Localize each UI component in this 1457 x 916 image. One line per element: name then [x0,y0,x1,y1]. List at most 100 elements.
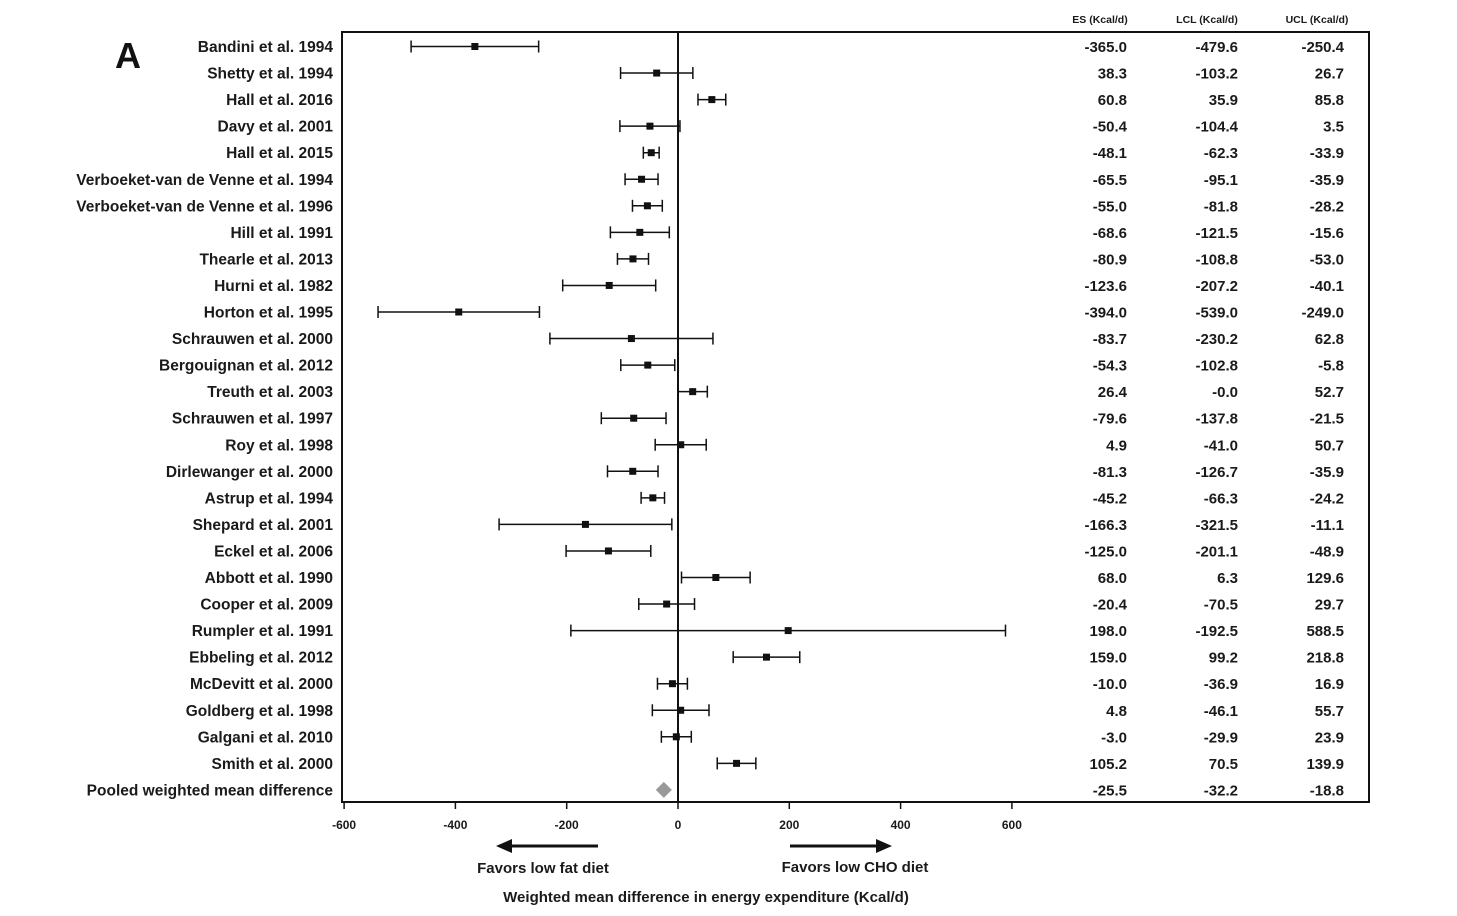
es-value: -166.3 [1084,517,1127,534]
x-axis: -600 -400 -200 0 200 400 600 [332,802,1022,832]
lcl-value: -230.2 [1195,331,1238,348]
lcl-value: -62.3 [1204,145,1238,162]
study-label: Eckel et al. 2006 [214,543,333,560]
study-label: Roy et al. 1998 [225,437,333,454]
study-label: Hall et al. 2015 [226,145,333,162]
study-row: Hall et al. 2016 60.8 35.9 85.8 [226,92,1344,109]
es-value: -45.2 [1093,490,1127,507]
ucl-value: 129.6 [1306,570,1344,587]
favors-right-annotation: Favors low CHO diet [782,839,928,876]
study-row: Dirlewanger et al. 2000 -81.3 -126.7 -35.9 [166,464,1344,481]
x-axis-title: Weighted mean difference in energy expen… [503,889,909,906]
study-row: Shepard et al. 2001 -166.3 -321.5 -11.1 [193,517,1344,534]
effect-marker [581,520,589,528]
ucl-value: 3.5 [1323,119,1344,136]
study-label: Bandini et al. 1994 [198,39,334,56]
effect-marker [668,680,676,688]
study-row: Thearle et al. 2013 -80.9 -108.8 -53.0 [199,251,1344,268]
study-row: Treuth et al. 2003 26.4 -0.0 52.7 [207,384,1344,401]
ucl-value: 85.8 [1315,92,1344,109]
lcl-value: -201.1 [1195,543,1238,560]
study-row: Schrauwen et al. 2000 -83.7 -230.2 62.8 [172,331,1344,348]
ucl-value: -48.9 [1310,543,1344,560]
ucl-value: -35.9 [1310,172,1344,189]
es-value: -81.3 [1093,464,1127,481]
ucl-value: -18.8 [1310,782,1344,799]
ucl-value: 26.7 [1315,66,1344,83]
study-row: Schrauwen et al. 1997 -79.6 -137.8 -21.5 [172,411,1344,428]
x-tick-label: -600 [332,818,356,832]
effect-marker [672,733,680,741]
study-label: Hall et al. 2016 [226,92,333,109]
effect-marker [638,175,646,183]
study-label: Pooled weighted mean difference [87,782,334,799]
x-tick-label: -200 [555,818,579,832]
effect-marker [629,467,637,475]
lcl-value: -32.2 [1204,782,1238,799]
es-value: 198.0 [1089,623,1127,640]
es-value: -25.5 [1093,782,1127,799]
study-row: Davy et al. 2001 -50.4 -104.4 3.5 [218,119,1344,136]
lcl-value: -192.5 [1195,623,1238,640]
study-label: Davy et al. 2001 [218,119,334,136]
effect-marker [455,308,463,316]
study-label: Thearle et al. 2013 [199,251,333,268]
lcl-value: 99.2 [1209,650,1238,667]
x-tick-label: 400 [891,818,911,832]
study-row: Abbott et al. 1990 68.0 6.3 129.6 [205,570,1344,587]
lcl-value: -46.1 [1204,703,1238,720]
study-label: Treuth et al. 2003 [207,384,333,401]
ucl-value: 23.9 [1315,729,1344,746]
study-label: Cooper et al. 2009 [200,597,333,614]
study-row: Rumpler et al. 1991 198.0 -192.5 588.5 [192,623,1344,640]
effect-marker [605,281,613,289]
x-tick-label: 0 [675,818,682,832]
study-label: Shepard et al. 2001 [193,517,334,534]
study-row: Roy et al. 1998 4.9 -41.0 50.7 [225,437,1344,454]
es-value: -365.0 [1084,39,1127,56]
es-value: 68.0 [1098,570,1127,587]
effect-marker [636,228,644,236]
x-tick-label: 600 [1002,818,1022,832]
lcl-value: 35.9 [1209,92,1238,109]
es-value: -68.6 [1093,225,1127,242]
ucl-value: -40.1 [1310,278,1344,295]
effect-marker [647,149,655,157]
study-label: Galgani et al. 2010 [198,729,333,746]
es-value: 4.8 [1106,703,1127,720]
study-row: Verboeket-van de Venne et al. 1996 -55.0 -… [76,198,1344,215]
study-row: Goldberg et al. 1998 4.8 -46.1 55.7 [186,703,1344,720]
study-row: Verboeket-van de Venne et al. 1994 -65.5 -… [76,172,1344,189]
ucl-value: 29.7 [1315,597,1344,614]
es-value: 4.9 [1106,437,1127,454]
es-value: -3.0 [1101,729,1127,746]
column-header-ucl: UCL (Kcal/d) [1286,14,1349,26]
es-value: -80.9 [1093,251,1127,268]
ucl-value: 139.9 [1306,756,1344,773]
es-value: -48.1 [1093,145,1127,162]
es-value: -10.0 [1093,676,1127,693]
study-row: Bergouignan et al. 2012 -54.3 -102.8 -5.8 [159,358,1344,375]
es-value: -125.0 [1084,543,1127,560]
favors-right-arrow-head [876,839,892,853]
es-value: -79.6 [1093,411,1127,428]
study-row: Hurni et al. 1982 -123.6 -207.2 -40.1 [214,278,1344,295]
lcl-value: -95.1 [1204,172,1238,189]
effect-marker [708,96,716,104]
lcl-value: 70.5 [1209,756,1238,773]
ucl-value: 16.9 [1315,676,1344,693]
study-label: Verboeket-van de Venne et al. 1994 [76,172,333,189]
es-value: 105.2 [1089,756,1127,773]
favors-left-label: Favors low fat diet [477,860,609,877]
effect-marker [646,122,654,130]
lcl-value: -108.8 [1195,251,1238,268]
effect-marker [712,574,720,581]
ucl-value: 218.8 [1306,650,1344,667]
es-value: -65.5 [1093,172,1127,189]
effect-marker [677,706,685,714]
panel-label: A [115,35,141,76]
study-label: Dirlewanger et al. 2000 [166,464,333,481]
lcl-value: -479.6 [1195,39,1238,56]
lcl-value: -207.2 [1195,278,1238,295]
